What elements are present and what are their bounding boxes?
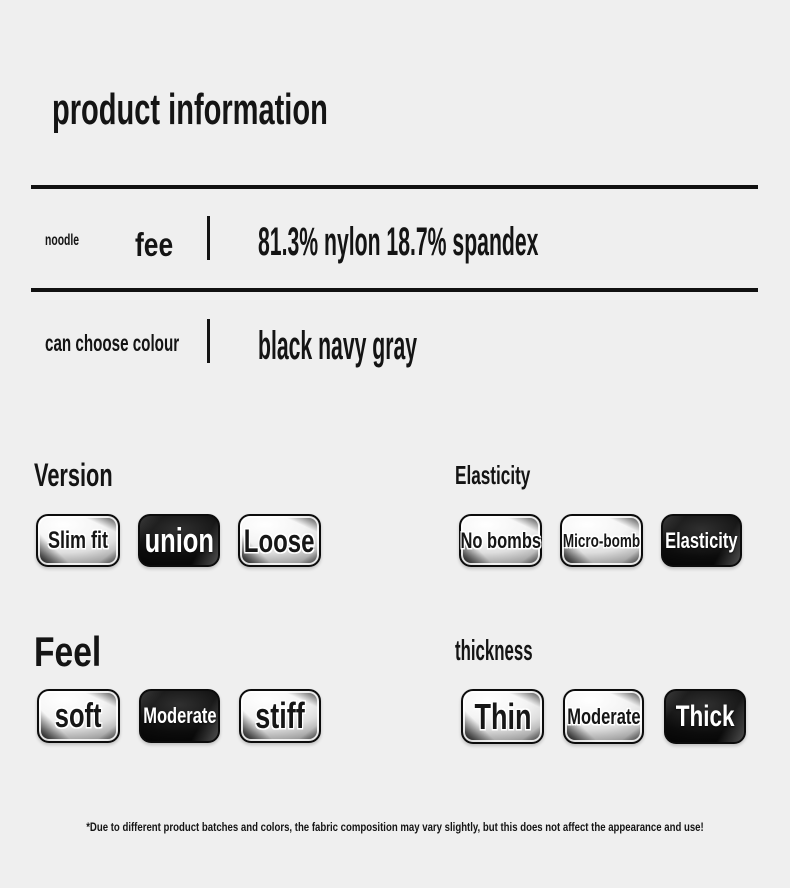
footnote-text: *Due to different product batches and co… [86, 820, 704, 834]
option-no-bombs[interactable]: No bombs [459, 514, 542, 567]
option-thick-label: Thick [675, 699, 735, 733]
fabric-composition-value: 81.3% nylon 18.7% spandex [258, 220, 539, 264]
fabric-name-label: fee [135, 226, 174, 263]
colour-value: black navy gray [258, 324, 418, 368]
fabric-category-label: noodle [45, 232, 80, 249]
thickness-heading: thickness [455, 635, 533, 667]
fabric-vertical-divider [207, 216, 210, 260]
feel-heading: Feel [34, 628, 102, 675]
middle-rule [31, 288, 758, 292]
option-loose[interactable]: Loose [238, 514, 321, 567]
option-micro-bomb-label: Micro-bomb [562, 530, 641, 551]
option-thin[interactable]: Thin [461, 689, 544, 744]
option-slim-fit-label: Slim fit [48, 526, 109, 554]
footnote: *Due to different product batches and co… [0, 820, 790, 834]
page-title: product information [52, 85, 328, 134]
option-feel-moderate-label: Moderate [142, 703, 217, 728]
option-thickness-moderate[interactable]: Moderate [563, 689, 644, 744]
option-feel-moderate[interactable]: Moderate [139, 689, 220, 743]
option-soft[interactable]: soft [37, 689, 120, 743]
option-micro-bomb[interactable]: Micro-bomb [560, 514, 643, 567]
option-thickness-moderate-label: Moderate [566, 703, 641, 729]
option-no-bombs-label: No bombs [460, 527, 541, 553]
option-elasticity-label: Elasticity [665, 527, 738, 553]
option-union[interactable]: union [138, 514, 220, 567]
option-stiff-label: stiff [255, 695, 305, 736]
option-union-label: union [144, 521, 214, 560]
option-soft-label: soft [55, 697, 102, 735]
option-loose-label: Loose [244, 522, 315, 559]
version-heading: Version [34, 457, 113, 493]
top-rule [31, 185, 758, 189]
option-slim-fit[interactable]: Slim fit [36, 514, 120, 567]
colour-vertical-divider [207, 319, 210, 363]
option-elasticity[interactable]: Elasticity [661, 514, 742, 567]
option-thin-label: Thin [473, 695, 531, 737]
option-thick[interactable]: Thick [664, 689, 746, 744]
elasticity-heading: Elasticity [455, 460, 531, 490]
colour-label: can choose colour [45, 330, 180, 356]
option-stiff[interactable]: stiff [239, 689, 321, 743]
